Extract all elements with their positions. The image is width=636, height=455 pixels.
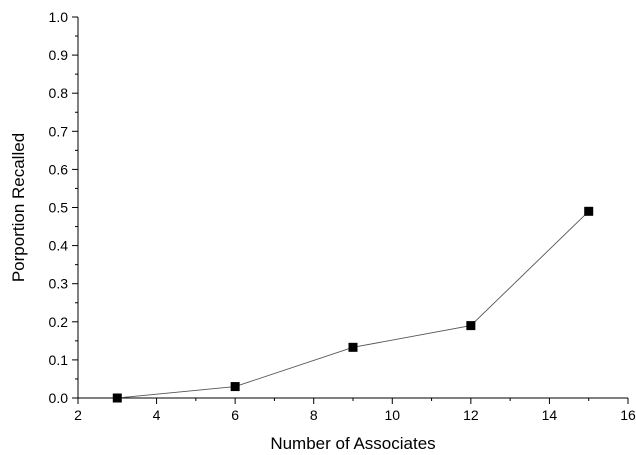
data-point-marker xyxy=(112,393,122,403)
data-series xyxy=(112,206,594,403)
x-tick-label: 14 xyxy=(542,407,558,423)
axes xyxy=(77,17,628,399)
data-point-marker xyxy=(584,206,594,216)
x-tick-label: 4 xyxy=(153,407,161,423)
series-line xyxy=(117,210,590,399)
y-tick-label: 0.7 xyxy=(49,123,69,139)
y-tick-label: 0.6 xyxy=(49,161,69,177)
y-axis-title: Porportion Recalled xyxy=(9,133,28,282)
y-tick-label: 0.8 xyxy=(49,85,69,101)
x-tick-label: 10 xyxy=(384,407,400,423)
x-tick-label: 2 xyxy=(74,407,82,423)
x-tick-label: 12 xyxy=(463,407,479,423)
y-tick-label: 0.1 xyxy=(49,352,69,368)
y-tick-label: 0.2 xyxy=(49,314,69,330)
y-tick-label: 0.0 xyxy=(49,390,69,406)
x-tick-label: 16 xyxy=(620,407,636,423)
data-point-marker xyxy=(348,342,358,352)
y-tick-label: 0.3 xyxy=(49,276,69,292)
y-tick-label: 0.9 xyxy=(49,47,69,63)
x-axis-ticks: 2 4 6 8 10 12 14 16 xyxy=(74,398,636,423)
x-axis-title: Number of Associates xyxy=(270,434,435,453)
y-tick-label: 1.0 xyxy=(49,9,69,25)
x-tick-label: 8 xyxy=(310,407,318,423)
y-tick-label: 0.5 xyxy=(49,200,69,216)
data-point-marker xyxy=(466,321,476,331)
y-tick-label: 0.4 xyxy=(49,238,69,254)
y-axis-ticks: 0.0 0.1 0.2 0.3 0.4 0.5 0.6 0.7 0.8 0.9 1.0 xyxy=(49,9,78,406)
data-point-marker xyxy=(230,382,240,392)
x-tick-label: 6 xyxy=(231,407,239,423)
